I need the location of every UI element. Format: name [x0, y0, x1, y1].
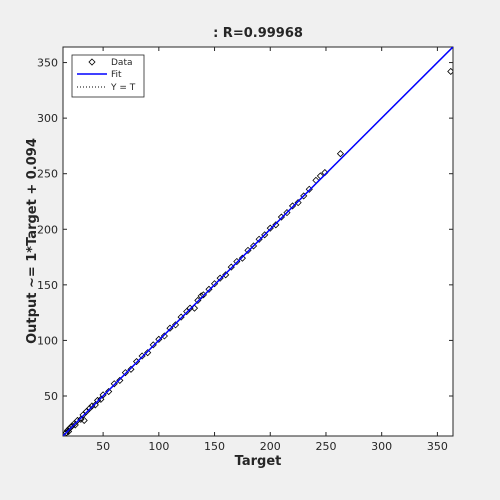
- data-point: [160, 332, 168, 340]
- data-point: [261, 231, 269, 239]
- data-point: [283, 209, 291, 217]
- data-point: [222, 271, 230, 279]
- data-point: [105, 387, 113, 396]
- y-axis-label: Output ~= 1*Target + 0.094: [25, 138, 40, 344]
- x-tick-label: 250: [315, 440, 336, 453]
- x-tick-label: 300: [371, 440, 392, 453]
- data-point: [116, 376, 124, 384]
- legend-marker: [88, 58, 96, 66]
- legend-box: [71, 54, 145, 98]
- x-tick-label: 350: [427, 440, 448, 453]
- x-tick-label: 200: [260, 440, 281, 453]
- data-point: [272, 221, 280, 229]
- data-point: [144, 349, 152, 357]
- data-point: [97, 395, 105, 403]
- plot-area: [63, 47, 453, 436]
- data-point: [63, 429, 70, 436]
- data-point: [300, 192, 308, 200]
- y-tick-label: 100: [37, 334, 58, 347]
- y-tick-label: 350: [37, 57, 58, 70]
- x-tick-label: 50: [96, 440, 110, 453]
- data-point: [171, 321, 180, 329]
- data-point: [71, 421, 79, 429]
- chart-title: : R=0.99968: [213, 26, 303, 41]
- y-tick-label: 300: [37, 112, 58, 125]
- legend-label: Fit: [111, 70, 122, 80]
- data-point: [127, 365, 135, 373]
- data-point: [336, 150, 345, 158]
- data-point: [238, 254, 246, 262]
- data-point: [91, 401, 99, 409]
- x-tick-label: 100: [148, 440, 169, 453]
- legend: Data Fit Y = T: [71, 54, 145, 98]
- y-tick-label: 200: [37, 223, 58, 236]
- y-tick-label: 250: [37, 168, 58, 181]
- data-point: [294, 199, 302, 207]
- data-point: [249, 242, 258, 250]
- x-axis-label: Target: [235, 454, 282, 469]
- data-point: [80, 416, 88, 425]
- legend-label: Y = T: [110, 83, 136, 93]
- legend-label: Data: [111, 58, 133, 68]
- y-tick-label: 150: [37, 279, 58, 292]
- x-tick-label: 150: [204, 440, 225, 453]
- fit-line: [63, 47, 453, 436]
- y-tick-label: 50: [44, 390, 58, 403]
- data-point: [447, 67, 453, 76]
